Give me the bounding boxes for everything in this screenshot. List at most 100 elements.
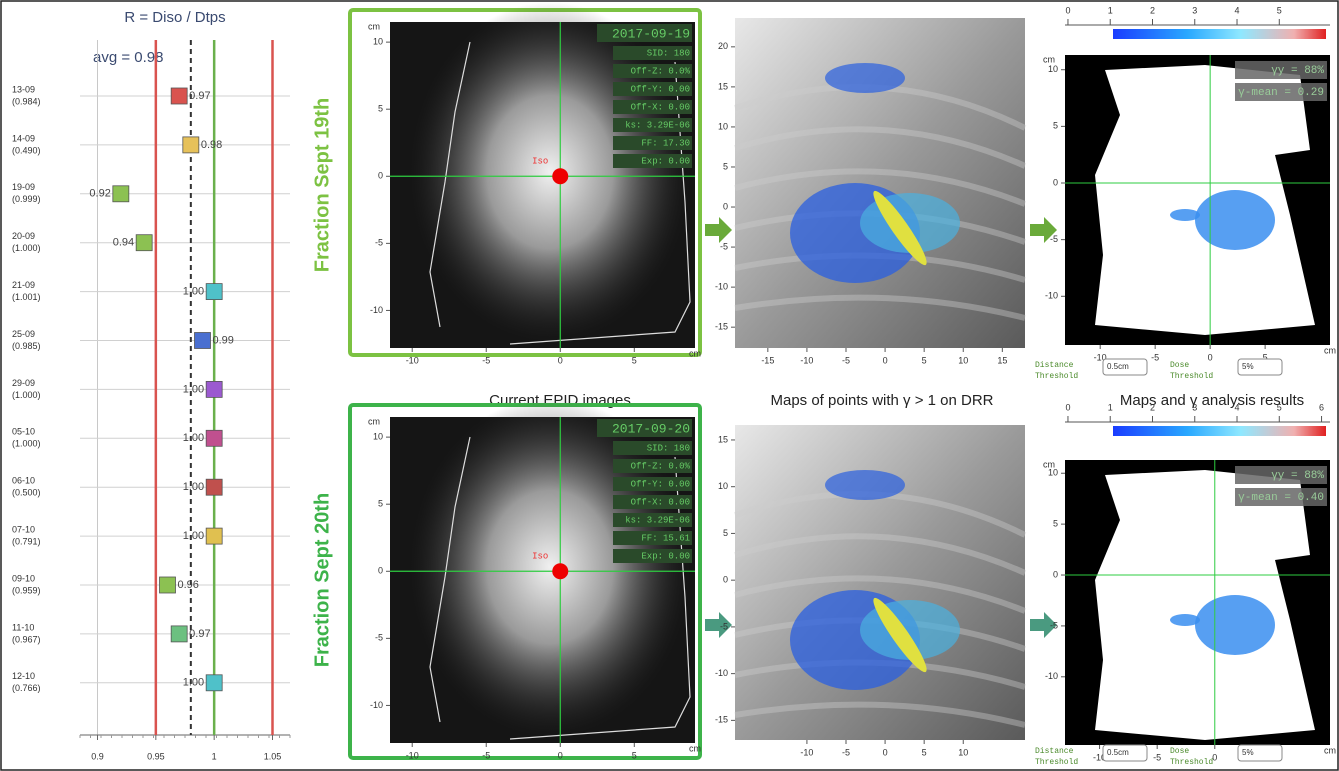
threshold-value: 0.5cm: [1107, 362, 1129, 371]
threshold-value: 5%: [1242, 362, 1254, 371]
gamma-blob: [825, 63, 905, 93]
threshold-label: Threshold: [1035, 758, 1078, 767]
threshold-label: Distance: [1035, 361, 1074, 370]
threshold-label: Threshold: [1170, 758, 1213, 767]
caption: Maps of points with γ > 1 on DRR: [770, 392, 993, 409]
gamma-stat: γ-mean = 0.40: [1238, 492, 1324, 504]
image-y-tick-label: 10: [373, 431, 383, 441]
x-tick-label: 1: [212, 751, 217, 761]
category-sublabel: (1.000): [12, 243, 41, 253]
image-x-tick-label: 5: [632, 355, 637, 365]
unit-label: cm: [368, 21, 380, 31]
image-x-tick-label: -5: [842, 355, 850, 365]
isocenter: [552, 563, 568, 579]
image-x-tick-label: -10: [406, 750, 419, 760]
data-label: 1.00: [183, 530, 204, 542]
data-point: [206, 284, 222, 300]
data-point: [206, 675, 222, 691]
category-label: 19-09: [12, 182, 35, 192]
epid-info: Off-Z: 0.0%: [631, 66, 691, 76]
image-y-tick-label: 0: [723, 201, 728, 211]
threshold-value: 0.5cm: [1107, 748, 1129, 757]
color-bar: [1113, 29, 1326, 39]
image-y-tick-label: -5: [375, 238, 383, 248]
image-x-tick-label: -5: [1153, 752, 1161, 762]
data-label: 1.00: [183, 286, 204, 298]
epid-date: 2017-09-20: [612, 421, 690, 436]
data-label: 0.92: [89, 188, 110, 200]
gamma-fail: [1195, 595, 1275, 655]
category-sublabel: (0.766): [12, 683, 41, 693]
epid-info: Exp: 0.00: [641, 156, 690, 166]
image-x-tick-label: 10: [958, 747, 968, 757]
image-y-tick-label: 20: [718, 41, 728, 51]
image-x-tick-label: -5: [1151, 352, 1159, 362]
unit-label: cm: [689, 348, 701, 358]
category-sublabel: (1.000): [12, 390, 41, 400]
image-y-tick-label: 10: [373, 36, 383, 46]
image-x-tick-label: 0: [558, 750, 563, 760]
category-label: 07-10: [12, 524, 35, 534]
image-x-tick-label: 15: [997, 355, 1007, 365]
threshold-label: Dose: [1170, 747, 1189, 756]
avg-label: avg = 0.98: [93, 49, 163, 66]
gamma-stat: γ-mean = 0.29: [1238, 87, 1324, 99]
category-label: 21-09: [12, 280, 35, 290]
color-bar: [1113, 426, 1326, 436]
data-point: [195, 333, 211, 349]
image-y-tick-label: -10: [715, 668, 728, 678]
category-label: 11-10: [12, 622, 34, 632]
image-y-tick-label: -15: [715, 322, 728, 332]
epid-info: SID: 180: [647, 48, 690, 58]
data-label: 0.99: [213, 334, 234, 346]
image-y-tick-label: -5: [1050, 234, 1058, 244]
image-y-tick-label: 0: [378, 566, 383, 576]
data-label: 1.00: [183, 383, 204, 395]
data-label: 0.97: [189, 90, 210, 102]
epid-info: Off-Y: 0.00: [631, 84, 690, 94]
image-x-tick-label: 5: [632, 750, 637, 760]
data-point: [206, 381, 222, 397]
data-label: 0.94: [113, 237, 134, 249]
scale-tick-label: 0: [1065, 5, 1070, 15]
image-x-tick-label: 10: [958, 355, 968, 365]
image-y-tick-label: 5: [723, 528, 728, 538]
x-tick-label: 0.9: [91, 751, 104, 761]
category-sublabel: (0.791): [12, 536, 41, 546]
image-y-tick-label: -5: [720, 621, 728, 631]
epid-info: SID: 180: [647, 443, 690, 453]
image-y-tick-label: 0: [378, 171, 383, 181]
epid-info: ks: 3.29E-06: [625, 120, 690, 130]
data-label: 0.96: [178, 579, 199, 591]
scale-tick-label: 0: [1065, 402, 1070, 412]
unit-label: cm: [1043, 459, 1055, 469]
unit-label: cm: [368, 416, 380, 426]
data-point: [183, 137, 199, 153]
unit-label: cm: [1043, 54, 1055, 64]
data-point: [171, 626, 187, 642]
image-x-tick-label: -5: [482, 750, 490, 760]
epid-info: Exp: 0.00: [641, 551, 690, 561]
category-sublabel: (0.959): [12, 585, 41, 595]
image-y-tick-label: -10: [1045, 291, 1058, 301]
category-label: 12-10: [12, 671, 35, 681]
image-x-tick-label: -15: [761, 355, 774, 365]
image-x-tick-label: 5: [922, 747, 927, 757]
unit-label: cm: [1324, 745, 1336, 755]
data-point: [206, 479, 222, 495]
isocenter: [552, 168, 568, 184]
fraction-label: Fraction Sept 19th: [311, 98, 333, 272]
category-sublabel: (0.967): [12, 634, 41, 644]
threshold-label: Dose: [1170, 361, 1189, 370]
category-sublabel: (0.985): [12, 341, 41, 351]
unit-label: cm: [689, 743, 701, 753]
image-y-tick-label: 5: [378, 104, 383, 114]
iso-label: Iso: [532, 552, 548, 562]
data-label: 1.00: [183, 481, 204, 493]
image-y-tick-label: -10: [1045, 671, 1058, 681]
chart-title: R = Diso / Dtps: [124, 9, 225, 26]
category-label: 14-09: [12, 133, 35, 143]
image-x-tick-label: -10: [800, 355, 813, 365]
gamma-fail: [1170, 209, 1200, 221]
scale-tick-label: 2: [1150, 402, 1155, 412]
